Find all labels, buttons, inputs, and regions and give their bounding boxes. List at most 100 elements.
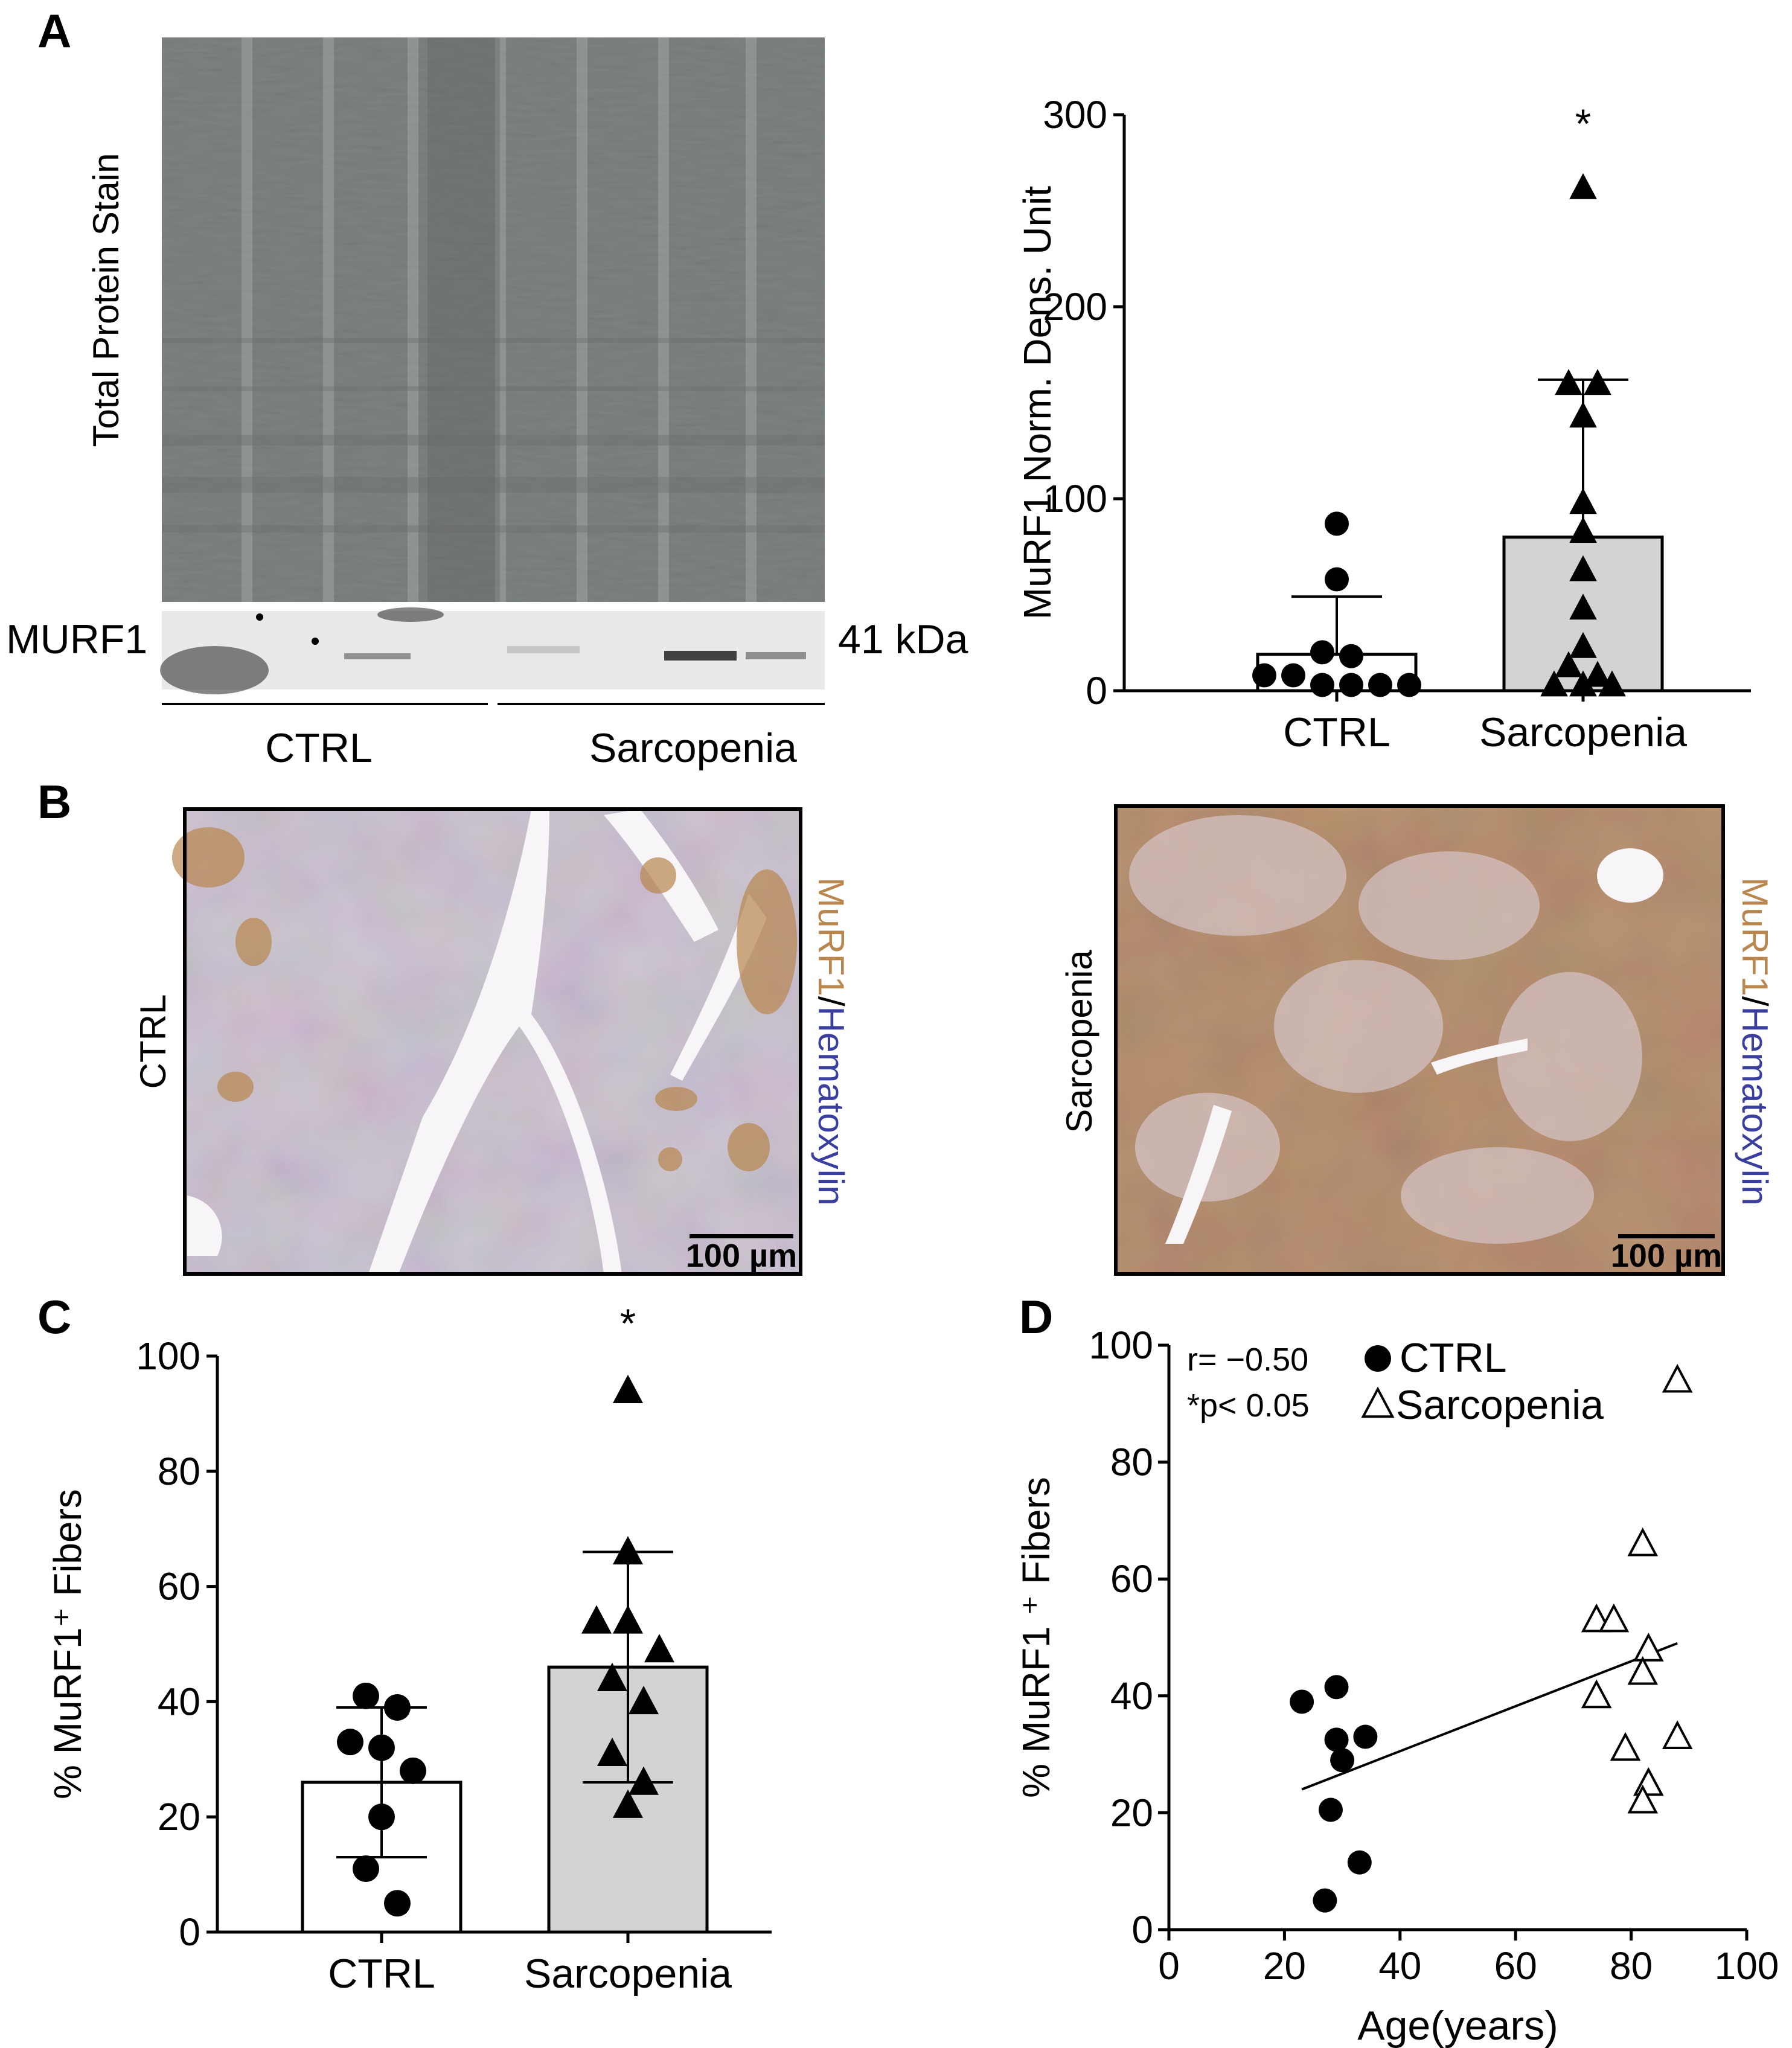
chart-c-data-point — [612, 1605, 644, 1634]
chart-d-legend-sarcopenia-marker — [1361, 1386, 1395, 1418]
panel-b-label: B — [37, 775, 71, 828]
chart-a-data-point — [1569, 670, 1597, 697]
chart-a-y-tick-label: 0 — [1086, 669, 1107, 712]
chart-c-y-tick-label: 100 — [136, 1334, 200, 1378]
chart-c-data-point — [644, 1634, 675, 1663]
chart-c-y-tick-label: 80 — [158, 1450, 200, 1493]
chart-d-point-sarcopenia — [1627, 1784, 1659, 1814]
murf1-band-label: MURF1 — [6, 616, 147, 662]
chart-d-y-axis-label: % MuRF1 ⁺ Fibers — [1014, 1477, 1058, 1798]
chart-a-data-point — [1339, 644, 1363, 668]
chart-d-y-tick-label: 40 — [1110, 1674, 1153, 1718]
chart-d-x-tick-label: 0 — [1158, 1944, 1180, 1988]
chart-c-y-tick-label: 0 — [179, 1910, 200, 1954]
chart-d-r-value: r= −0.50 — [1187, 1342, 1308, 1378]
chart-d-legend-ctrl-marker — [1365, 1345, 1391, 1372]
chart-d-point-ctrl — [1318, 1797, 1343, 1822]
chart-d-fit-line — [1301, 1642, 1678, 1791]
chart-c-category-label: Sarcopenia — [524, 1951, 732, 1997]
chart-c-data-point — [628, 1766, 659, 1795]
kda-label: 41 kDa — [838, 616, 968, 662]
chart-a-data-point — [1569, 516, 1597, 543]
chart-a-category-label: Sarcopenia — [1479, 709, 1687, 755]
chart-d-point-sarcopenia — [1662, 1363, 1693, 1393]
chart-c-data-point — [384, 1890, 411, 1917]
chart-d-point-ctrl — [1290, 1689, 1314, 1714]
chart-d-x-axis-label: Age(years) — [1357, 2003, 1558, 2048]
chart-d-x-tick-label: 100 — [1715, 1944, 1779, 1988]
ctrl-stain-legend: MuRF1/Hematoxylin — [811, 877, 851, 1206]
chart-c-category-label: CTRL — [328, 1951, 435, 1997]
chart-a-y-axis-label: MuRF1 Norm. Dens. Unit — [1016, 186, 1059, 620]
chart-a-data-point — [1397, 673, 1421, 697]
total-protein-stain-label: Total Protein Stain — [86, 153, 126, 447]
chart-a-data-point — [1584, 661, 1611, 687]
age-vs-fibers-scatter: 0 20 40 60 80 100 0 20 40 60 80 100 Age(years) % MuRF… — [1014, 1323, 1779, 2048]
chart-c-data-point — [368, 1734, 395, 1761]
chart-a-data-point — [1555, 369, 1582, 395]
chart-a-category-label: CTRL — [1283, 709, 1390, 755]
chart-d-point-ctrl — [1347, 1850, 1372, 1875]
chart-c-data-point — [368, 1803, 395, 1831]
chart-a-y-tick-label: 200 — [1043, 285, 1107, 328]
chart-a-data-point — [1569, 488, 1597, 514]
sarcopenia-histology-image — [1114, 804, 1725, 1276]
chart-d-y-tick-label: 80 — [1110, 1441, 1153, 1484]
murf1-band-strip — [160, 607, 825, 694]
sarcopenia-stain-legend: MuRF1/Hematoxylin — [1735, 877, 1775, 1206]
chart-c-y-axis-label: % MuRF1⁺ Fibers — [46, 1489, 89, 1799]
stain-sep-text: / — [811, 996, 851, 1006]
chart-c-data-point — [337, 1729, 363, 1756]
ctrl-histology-image — [172, 807, 802, 1276]
chart-c-data-point — [353, 1855, 379, 1883]
chart-a-y-tick-label: 300 — [1043, 93, 1107, 136]
blot-group-ctrl: CTRL — [265, 725, 373, 771]
total-protein-blot — [162, 37, 825, 602]
chart-d-y-tick-label: 0 — [1131, 1908, 1153, 1951]
panel-a-label: A — [37, 4, 71, 57]
chart-d-legend-sarcopenia-label: Sarcopenia — [1396, 1382, 1604, 1428]
chart-d-x-tick-label: 80 — [1610, 1944, 1653, 1988]
chart-a-data-point — [1569, 632, 1597, 658]
chart-d-point-ctrl — [1324, 1727, 1349, 1752]
chart-d-point-sarcopenia — [1627, 1656, 1659, 1685]
chart-a-data-point — [1569, 555, 1597, 581]
chart-c-data-point — [612, 1789, 644, 1818]
chart-c-data-point — [612, 1535, 644, 1565]
chart-c-significance-mark: * — [620, 1301, 636, 1346]
panel-c-label: C — [37, 1290, 71, 1343]
histology-sarcopenia-label: Sarcopenia — [1059, 950, 1099, 1133]
chart-a-data-point — [1555, 651, 1582, 677]
chart-a-significance-mark: * — [1575, 101, 1591, 147]
chart-d-y-tick-label: 60 — [1110, 1557, 1153, 1601]
chart-d-point-sarcopenia — [1598, 1603, 1630, 1633]
chart-c-data-point — [628, 1686, 659, 1715]
ctrl-scalebar-label: 100 µm — [686, 1238, 797, 1274]
chart-d-point-sarcopenia — [1627, 1527, 1659, 1557]
chart-d-point-sarcopenia — [1633, 1767, 1664, 1796]
chart-a-data-point — [1598, 670, 1626, 697]
chart-d-point-ctrl — [1313, 1888, 1337, 1913]
chart-d-point-sarcopenia — [1633, 1633, 1664, 1662]
chart-c-data-point — [384, 1694, 411, 1721]
murf1-fibers-bar-chart: 0 20 40 60 80 100 CTRL Sarcopenia * % MuRF1⁺ Fibe… — [46, 1301, 772, 1997]
chart-c-data-point — [612, 1374, 644, 1403]
stain-murf1-text-2: MuRF1 — [1735, 877, 1775, 996]
chart-d-x-tick-label: 60 — [1494, 1944, 1537, 1988]
stain-hematoxylin-text: Hematoxylin — [811, 1006, 851, 1206]
chart-c-y-tick-label: 60 — [158, 1565, 200, 1608]
chart-a-data-point — [1569, 402, 1597, 428]
chart-d-point-sarcopenia — [1581, 1679, 1612, 1709]
chart-d-legend-ctrl-label: CTRL — [1400, 1335, 1507, 1381]
chart-c-y-tick-label: 40 — [158, 1680, 200, 1723]
murf1-density-bar-chart: 0 100 200 300 CTRL Sarcopenia * MuRF1 Norm. Den… — [1016, 93, 1751, 755]
chart-d-x-tick-label: 40 — [1378, 1944, 1421, 1988]
chart-c-data-point — [581, 1605, 612, 1634]
chart-a-data-point — [1310, 673, 1334, 697]
chart-d-point-sarcopenia — [1662, 1720, 1693, 1749]
chart-c-data-point — [353, 1682, 379, 1709]
stain-sep-text-2: / — [1735, 996, 1775, 1006]
chart-d-y-tick-label: 100 — [1089, 1323, 1153, 1367]
chart-a-data-point — [1325, 567, 1349, 592]
